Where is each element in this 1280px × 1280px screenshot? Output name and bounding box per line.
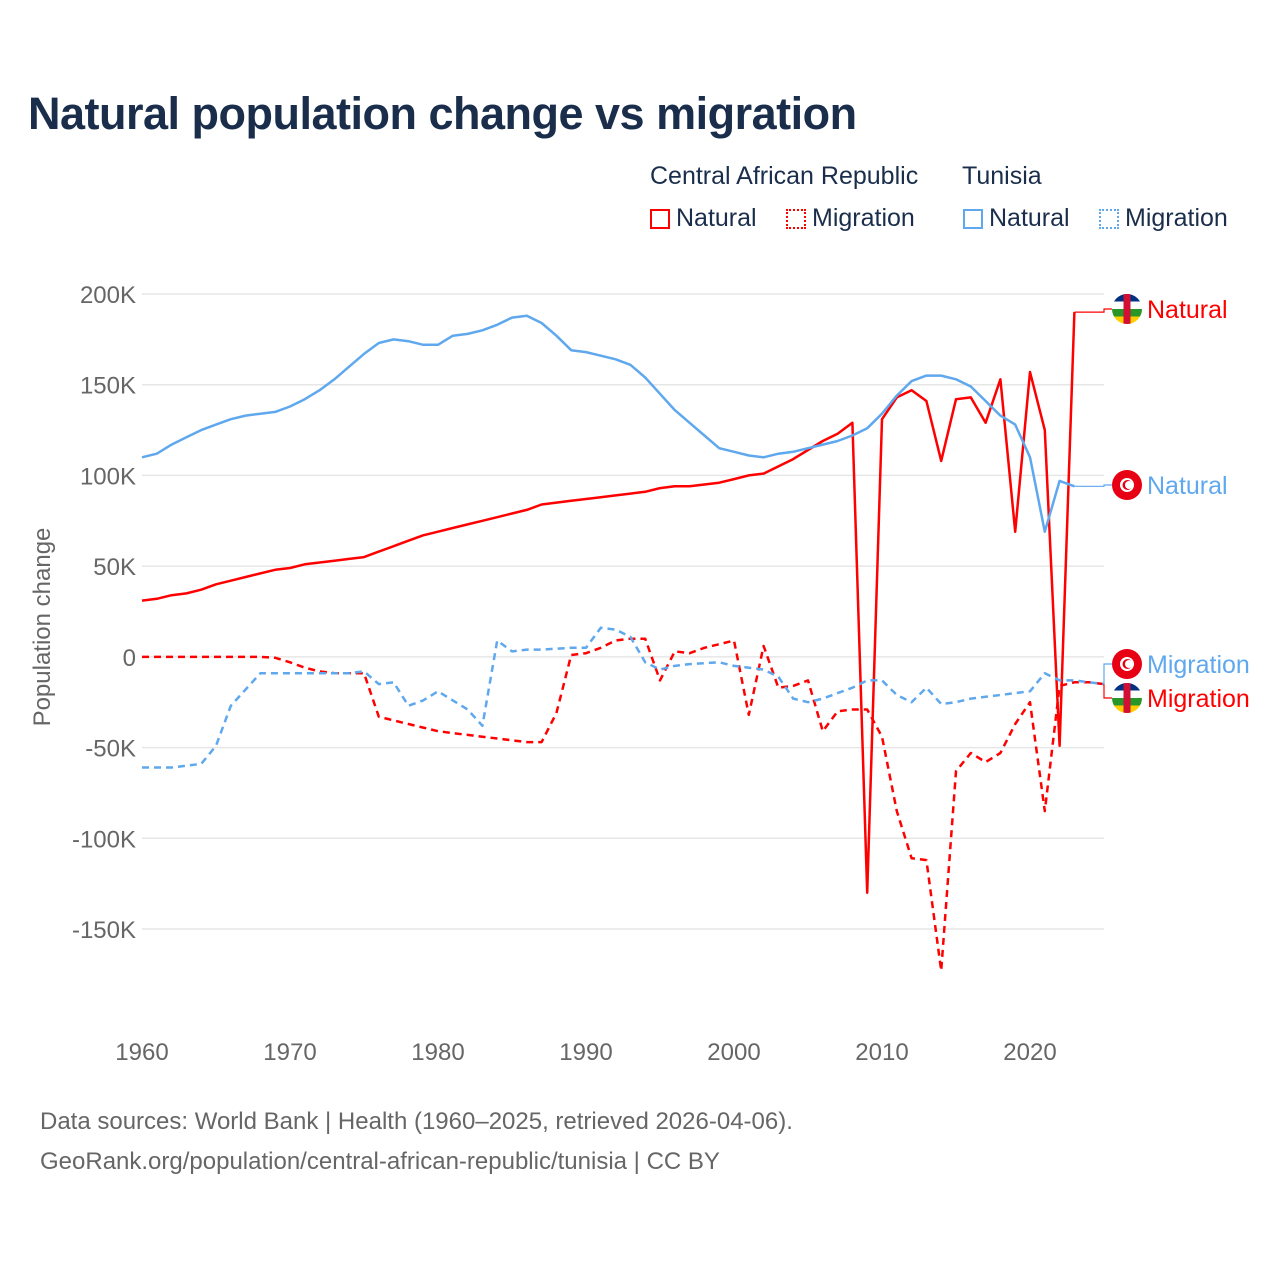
car-flag-icon [1112, 683, 1142, 713]
legend-swatch [786, 208, 806, 229]
y-tick-label: -100K [72, 826, 136, 853]
series-line-tunisia-natural [141, 314, 1075, 533]
legend-label: Natural [676, 204, 757, 232]
series-end-label: Migration [1147, 651, 1250, 679]
x-tick-label: 1960 [115, 1039, 168, 1066]
x-tick-label: 1970 [263, 1039, 316, 1066]
legend-group-car: Central African Republic [650, 162, 919, 190]
legend-item-car-natural[interactable]: Natural [650, 204, 757, 233]
label-connector [1074, 484, 1112, 487]
legend-item-tunisia-natural[interactable]: Natural [963, 204, 1070, 233]
legend-label: Migration [1125, 204, 1228, 232]
x-tick-label: 1990 [559, 1039, 612, 1066]
series-end-label: Natural [1147, 472, 1228, 500]
series-line-tunisia-migration [142, 626, 1105, 769]
y-axis-label: Population change [29, 528, 56, 727]
legend-swatch [963, 208, 983, 229]
legend-item-car-migration[interactable]: Migration [786, 204, 915, 233]
legend-group-tunisia: Tunisia [962, 162, 1042, 190]
x-tick-label: 2020 [1003, 1039, 1056, 1066]
legend-swatch [1099, 208, 1119, 229]
chart-title: Natural population change vs migration [28, 88, 857, 139]
y-tick-label: 200K [80, 282, 136, 309]
source-line-2[interactable]: GeoRank.org/population/central-african-r… [40, 1148, 720, 1175]
x-tick-label: 2000 [707, 1039, 760, 1066]
x-tick-label: 1980 [411, 1039, 464, 1066]
y-tick-label: 150K [80, 373, 136, 400]
tunisia-flag-icon [1112, 470, 1142, 500]
y-tick-label: 0 [123, 645, 136, 672]
label-connector [1103, 663, 1112, 685]
label-connector [1074, 308, 1112, 313]
x-tick-label: 2010 [855, 1039, 908, 1066]
car-flag-icon [1112, 294, 1142, 324]
series-end-label: Natural [1147, 296, 1228, 324]
legend-item-tunisia-migration[interactable]: Migration [1099, 204, 1228, 233]
series-line-central-african-republic-migration [142, 637, 1105, 972]
y-tick-label: -150K [72, 917, 136, 944]
legend-label: Natural [989, 204, 1070, 232]
legend-swatch [650, 208, 670, 229]
series-end-label: Migration [1147, 685, 1250, 713]
y-tick-label: -50K [85, 736, 136, 763]
series-line-central-african-republic-natural [141, 312, 1076, 894]
y-tick-label: 100K [80, 463, 136, 490]
source-line-1: Data sources: World Bank | Health (1960–… [40, 1108, 793, 1135]
label-connector [1103, 684, 1112, 699]
legend-label: Migration [812, 204, 915, 232]
tunisia-flag-icon [1112, 649, 1142, 679]
y-tick-label: 50K [93, 554, 136, 581]
